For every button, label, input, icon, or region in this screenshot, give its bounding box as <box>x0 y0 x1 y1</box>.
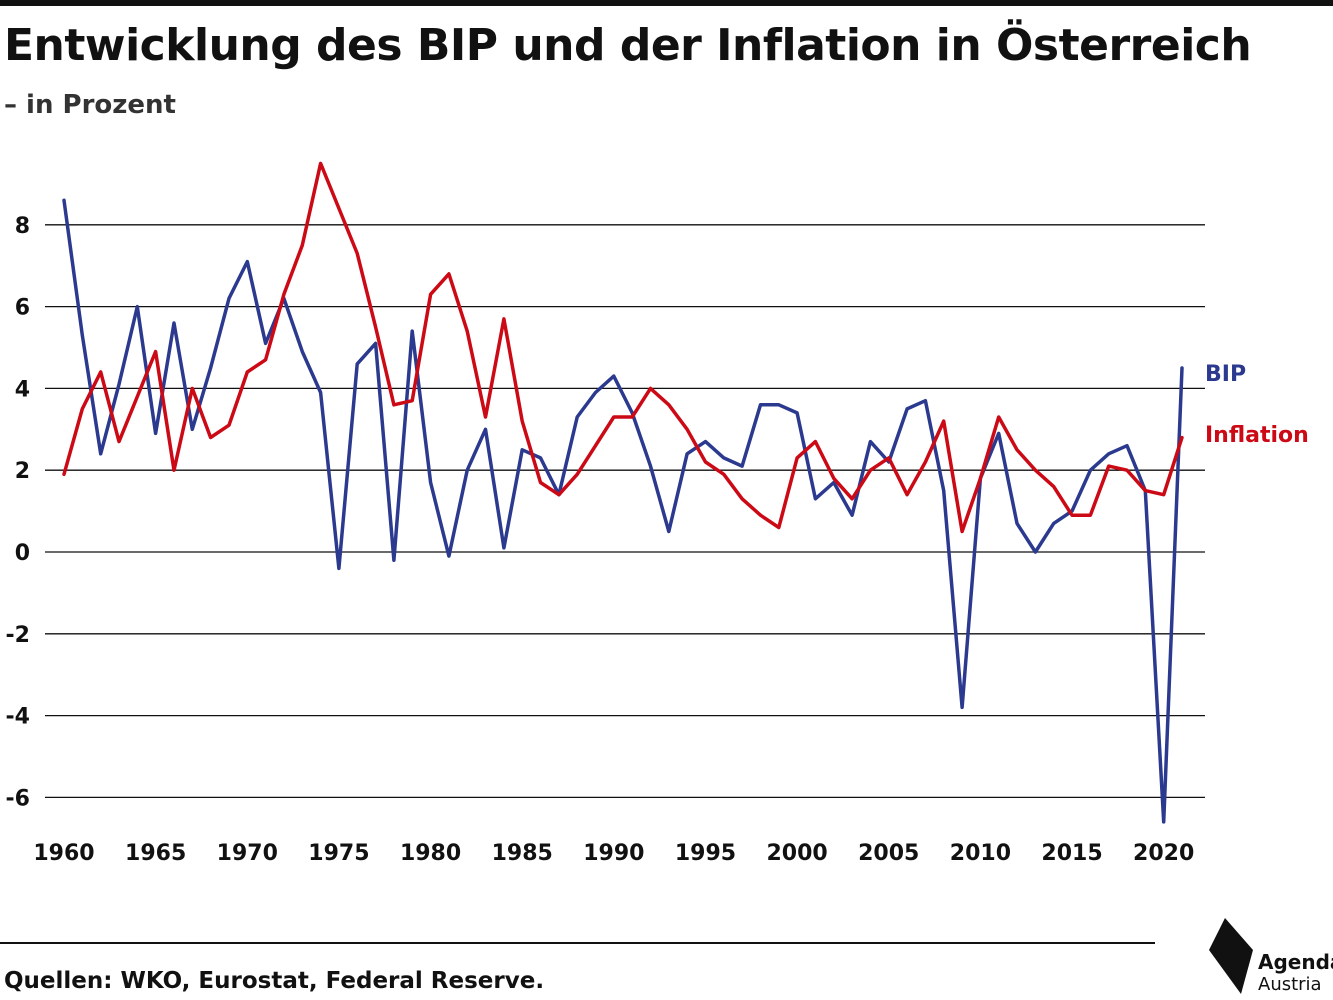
chart-subtitle: – in Prozent <box>4 90 176 120</box>
x-tick-label: 1995 <box>675 841 736 866</box>
x-tick-label: 2000 <box>766 841 827 866</box>
y-tick-label: -2 <box>6 623 30 648</box>
y-tick-label: -4 <box>6 705 30 730</box>
y-tick-label: 4 <box>15 377 30 402</box>
x-tick-label: 1965 <box>125 841 186 866</box>
line-chart: -6 -4 -2 0 2 4 6 8 1960 1965 1970 1975 1980 1985 1990 1… <box>6 161 1309 866</box>
x-tick-label: 2010 <box>950 841 1011 866</box>
y-tick-label: 0 <box>15 541 30 566</box>
y-tick-label: 6 <box>15 296 30 321</box>
series-line-bip <box>62 198 1184 824</box>
logo-name: Agenda <box>1258 950 1333 974</box>
x-tick-label: 1960 <box>33 841 94 866</box>
logo-subtitle: Austria <box>1258 974 1322 995</box>
x-tick-label: 2020 <box>1133 841 1194 866</box>
y-tick-label: 2 <box>15 459 30 484</box>
x-tick-label: 1980 <box>400 841 461 866</box>
series-label-bip: BIP <box>1205 362 1246 387</box>
series-line-inflation <box>62 161 1184 534</box>
agenda-austria-logo-icon <box>1209 918 1253 994</box>
y-tick-label: 8 <box>15 214 30 239</box>
source-divider <box>0 942 1155 944</box>
x-tick-label: 1990 <box>583 841 644 866</box>
x-tick-label: 2015 <box>1041 841 1102 866</box>
top-rule <box>0 0 1333 6</box>
x-tick-label: 1975 <box>308 841 369 866</box>
x-tick-label: 1970 <box>217 841 278 866</box>
y-tick-label: -6 <box>6 786 30 811</box>
series-label-inflation: Inflation <box>1205 423 1309 448</box>
x-tick-label: 2005 <box>858 841 919 866</box>
chart-title: Entwicklung des BIP und der Inflation in… <box>4 20 1252 71</box>
source-note: Quellen: WKO, Eurostat, Federal Reserve. <box>4 968 545 994</box>
x-tick-label: 1985 <box>492 841 553 866</box>
